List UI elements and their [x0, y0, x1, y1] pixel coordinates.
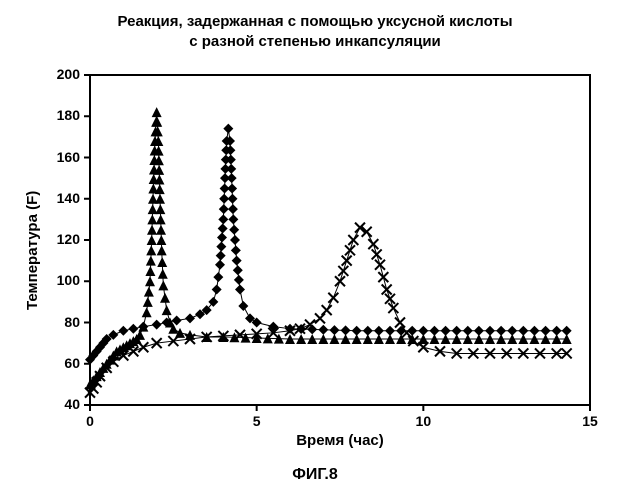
y-tick-label: 180: [57, 107, 80, 123]
x-tick-label: 0: [75, 413, 105, 429]
y-tick-label: 80: [64, 314, 80, 330]
x-tick-label: 10: [408, 413, 438, 429]
x-tick-label: 5: [242, 413, 272, 429]
y-tick-label: 160: [57, 149, 80, 165]
y-tick-label: 200: [57, 66, 80, 82]
x-tick-label: 15: [575, 413, 605, 429]
y-tick-label: 60: [64, 355, 80, 371]
y-tick-label: 100: [57, 272, 80, 288]
y-tick-label: 40: [64, 396, 80, 412]
y-tick-label: 120: [57, 231, 80, 247]
y-tick-label: 140: [57, 190, 80, 206]
